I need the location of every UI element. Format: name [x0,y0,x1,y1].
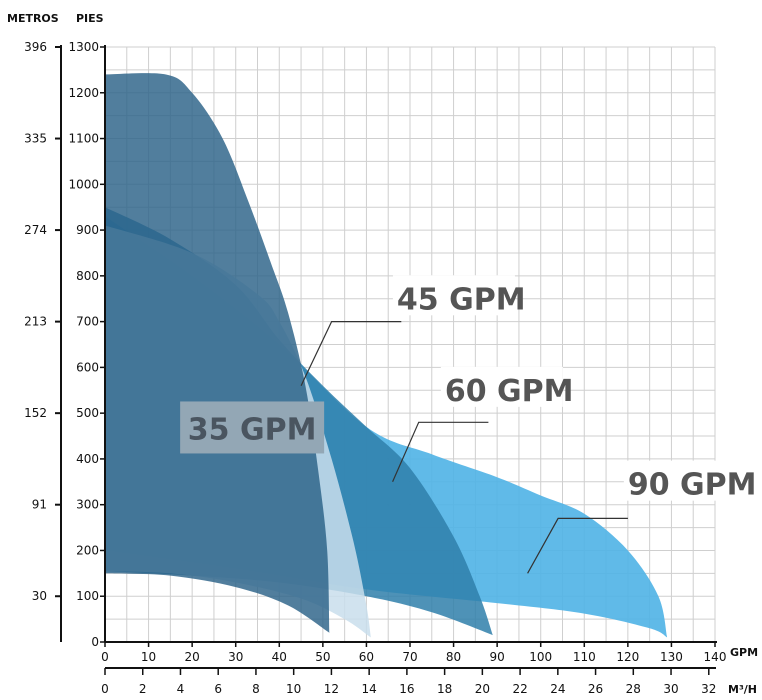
feet-tick-label: 1100 [68,132,99,146]
gpm-tick-label: 30 [228,650,243,664]
gpm-tick-label: 0 [101,650,109,664]
gpm-tick-label: 100 [529,650,552,664]
gpm-tick-label: 130 [660,650,683,664]
gpm-tick-label: 140 [704,650,727,664]
m3h-tick-label: 16 [399,682,414,696]
gpm-tick-label: 90 [490,650,505,664]
gpm-tick-label: 20 [185,650,200,664]
m3h-tick-label: 18 [437,682,452,696]
gpm-axis-unit: GPM [730,646,758,659]
feet-tick-label: 500 [76,406,99,420]
curve-label-60-gpm: 60 GPM [445,374,574,409]
gpm-tick-label: 80 [446,650,461,664]
meters-tick-label: 213 [24,315,47,329]
m3h-tick-label: 22 [512,682,527,696]
m3h-tick-label: 2 [139,682,147,696]
feet-tick-label: 1300 [68,40,99,54]
feet-tick-label: 800 [76,269,99,283]
feet-tick-label: 0 [91,635,99,649]
meters-tick-label: 335 [24,132,47,146]
gpm-tick-label: 10 [141,650,156,664]
m3h-tick-label: 20 [475,682,490,696]
feet-tick-label: 1000 [68,177,99,191]
m3h-axis-unit: M³/H [728,683,757,696]
leader-line-60-gpm [392,421,489,483]
m3h-tick-label: 4 [177,682,185,696]
curve-label-bg-90-gpm [623,460,746,501]
meters-axis-title: METROS [7,12,59,25]
m3h-tick-label: 10 [286,682,301,696]
leader-line-45-gpm [300,321,402,386]
gpm-tick-label: 50 [315,650,330,664]
feet-tick-label: 100 [76,589,99,603]
m3h-tick-label: 24 [550,682,565,696]
feet-tick-label: 1200 [68,86,99,100]
m3h-tick-label: 8 [252,682,260,696]
curve-label-35-gpm: 35 GPM [188,412,317,447]
curve-label-box-35-gpm [180,401,325,454]
curve-label-bg-45-gpm [392,275,515,316]
curve-label-90-gpm: 90 GPM [628,468,757,503]
m3h-tick-label: 14 [362,682,377,696]
gpm-tick-label: 70 [402,650,417,664]
meters-tick-label: 396 [24,40,47,54]
leader-line-90-gpm [527,517,628,574]
curve-area-35-gpm [105,73,330,633]
gpm-tick-label: 120 [616,650,639,664]
meters-tick-label: 91 [32,498,47,512]
gpm-tick-label: 40 [272,650,287,664]
m3h-tick-label: 26 [588,682,603,696]
curve-labels: 90 GPM 60 GPM 45 GPM 35 GPM [180,275,757,574]
meters-tick-label: 274 [24,223,47,237]
feet-axis-title: PIES [76,12,104,25]
chart-axes: METROS PIESGPMM³/H01002003004005006007008… [7,12,758,696]
meters-tick-label: 152 [24,406,47,420]
feet-tick-label: 900 [76,223,99,237]
curve-label-45-gpm: 45 GPM [397,282,526,317]
m3h-tick-label: 30 [663,682,678,696]
gpm-tick-label: 110 [573,650,596,664]
meters-tick-label: 30 [32,589,47,603]
feet-tick-label: 400 [76,452,99,466]
curve-label-bg-60-gpm [440,366,563,407]
m3h-tick-label: 28 [626,682,641,696]
m3h-tick-label: 32 [701,682,716,696]
gpm-tick-label: 60 [359,650,374,664]
feet-tick-label: 200 [76,543,99,557]
m3h-tick-label: 12 [324,682,339,696]
feet-tick-label: 700 [76,315,99,329]
m3h-tick-label: 6 [214,682,222,696]
m3h-tick-label: 0 [101,682,109,696]
feet-tick-label: 300 [76,498,99,512]
feet-tick-label: 600 [76,360,99,374]
